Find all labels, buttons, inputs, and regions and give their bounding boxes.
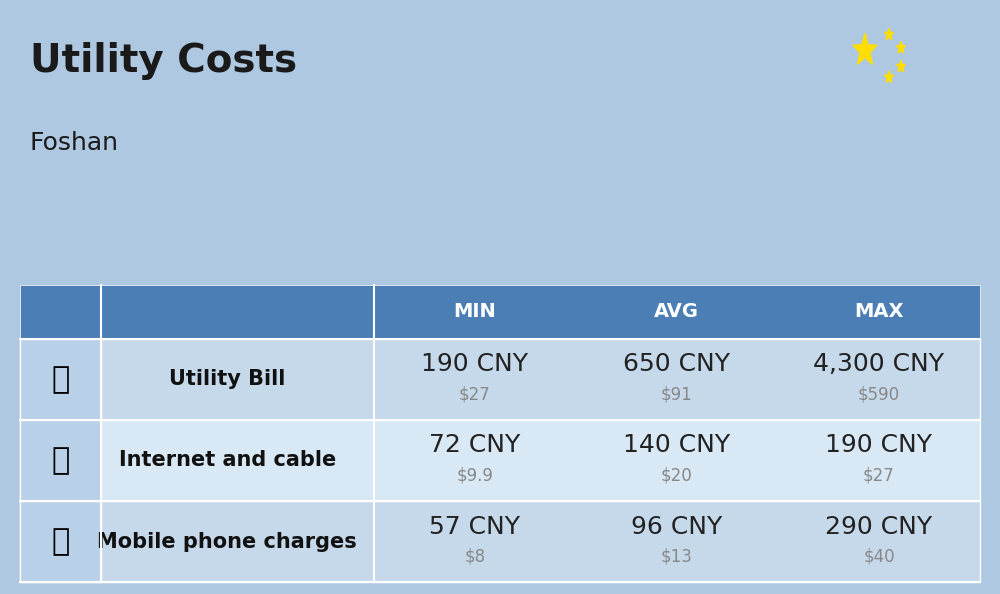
Text: MIN: MIN: [453, 302, 496, 321]
Polygon shape: [884, 71, 894, 83]
Polygon shape: [884, 28, 894, 40]
Polygon shape: [896, 42, 906, 53]
Text: 📱: 📱: [51, 527, 70, 556]
Text: 650 CNY: 650 CNY: [623, 352, 730, 377]
Text: AVG: AVG: [654, 302, 699, 321]
FancyBboxPatch shape: [20, 501, 101, 582]
Text: 140 CNY: 140 CNY: [623, 434, 730, 457]
Text: MAX: MAX: [854, 302, 904, 321]
Text: $91: $91: [661, 385, 693, 403]
Text: $27: $27: [863, 466, 895, 484]
Polygon shape: [896, 60, 906, 72]
Text: 4,300 CNY: 4,300 CNY: [813, 352, 944, 377]
Text: Utility Bill: Utility Bill: [169, 369, 285, 389]
Text: 📡: 📡: [51, 446, 70, 475]
Text: $590: $590: [858, 385, 900, 403]
Text: 72 CNY: 72 CNY: [429, 434, 520, 457]
Text: 96 CNY: 96 CNY: [631, 514, 722, 539]
FancyBboxPatch shape: [20, 420, 101, 501]
FancyBboxPatch shape: [20, 339, 980, 420]
Text: $13: $13: [661, 548, 693, 565]
Text: $40: $40: [863, 548, 895, 565]
FancyBboxPatch shape: [20, 420, 980, 501]
Text: $8: $8: [464, 548, 485, 565]
Text: 🔌: 🔌: [51, 365, 70, 394]
Text: Foshan: Foshan: [30, 131, 119, 154]
FancyBboxPatch shape: [20, 339, 101, 420]
FancyBboxPatch shape: [20, 501, 980, 582]
Text: $20: $20: [661, 466, 693, 484]
Text: 190 CNY: 190 CNY: [825, 434, 932, 457]
Text: 57 CNY: 57 CNY: [429, 514, 520, 539]
Polygon shape: [853, 33, 877, 64]
Text: $9.9: $9.9: [456, 466, 493, 484]
FancyBboxPatch shape: [20, 285, 980, 339]
Text: Mobile phone charges: Mobile phone charges: [97, 532, 357, 552]
Text: 190 CNY: 190 CNY: [421, 352, 528, 377]
Text: Utility Costs: Utility Costs: [30, 42, 297, 80]
Text: Internet and cable: Internet and cable: [119, 450, 336, 470]
Text: $27: $27: [459, 385, 491, 403]
Text: 290 CNY: 290 CNY: [825, 514, 933, 539]
